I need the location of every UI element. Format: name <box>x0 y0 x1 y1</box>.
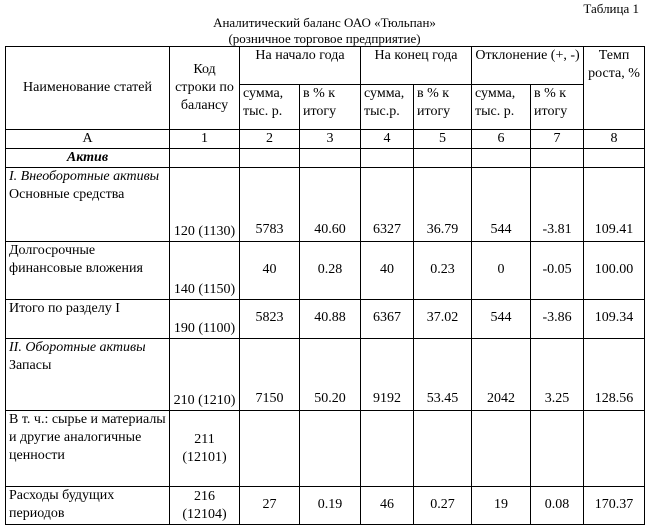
value-cell: 6327 <box>360 167 415 242</box>
row-name: В т. ч.: сырье и материалы и другие анал… <box>5 410 170 487</box>
header-name: Наименование статей <box>5 46 170 130</box>
value-cell: 544 <box>471 167 532 242</box>
header-row-2: сумма, тыс. р. в % к итогу сумма, тыс.р.… <box>6 84 645 130</box>
value-cell: 109.41 <box>583 167 646 242</box>
value-cell: 0.23 <box>413 241 473 300</box>
table-row: I. Внеоборотные активы Основные средства… <box>5 167 646 242</box>
value-cell <box>298 410 362 487</box>
value-cell: 46 <box>360 486 415 525</box>
value-cell: 40.60 <box>298 167 362 242</box>
section-heading: II. Оборотные активы <box>9 340 146 355</box>
column-index: 3 <box>298 129 362 149</box>
column-index: 8 <box>583 129 646 149</box>
value-cell: 128.56 <box>583 338 646 411</box>
row-code: 190 (1100) <box>169 299 240 339</box>
value-cell: 40 <box>239 241 300 300</box>
row-code: 120 (1130) <box>169 167 240 242</box>
value-cell: 100.00 <box>583 241 646 300</box>
value-cell: -3.81 <box>530 167 585 242</box>
value-cell: 19 <box>471 486 532 525</box>
value-cell: -0.05 <box>530 241 585 300</box>
table-row: Расходы будущих периодов 216 (12104) 27 … <box>5 486 646 525</box>
value-cell <box>583 410 646 487</box>
column-index: 2 <box>239 129 300 149</box>
value-cell: 27 <box>239 486 300 525</box>
value-cell: 40 <box>360 241 415 300</box>
value-cell: 0.19 <box>298 486 362 525</box>
header-growth: Темп роста, % <box>583 46 646 130</box>
row-name: Основные средства <box>9 187 125 202</box>
value-cell: 36.79 <box>413 167 473 242</box>
row-name: Запасы <box>9 358 52 373</box>
value-cell: -3.86 <box>530 299 585 339</box>
value-cell <box>413 410 473 487</box>
row-name-cell: II. Оборотные активы Запасы <box>5 338 170 411</box>
value-cell: 7150 <box>239 338 300 411</box>
row-name: Долгосрочные финансовые вложения <box>5 241 170 300</box>
row-name-cell: I. Внеоборотные активы Основные средства <box>5 167 170 242</box>
row-code: 211 (12101) <box>169 410 240 487</box>
table-row: Итого по разделу I 190 (1100) 5823 40.88… <box>5 299 646 339</box>
row-name: Итого по разделу I <box>5 299 170 339</box>
value-cell: 109.34 <box>583 299 646 339</box>
header-pct-start: в % к итогу <box>298 84 362 130</box>
value-cell: 50.20 <box>298 338 362 411</box>
column-index: 1 <box>169 129 240 149</box>
column-index: 6 <box>471 129 532 149</box>
column-index-row: А 1 2 3 4 5 6 7 8 <box>5 129 646 149</box>
section-title-asset: Актив <box>5 148 170 168</box>
value-cell <box>360 410 415 487</box>
column-index: 7 <box>530 129 585 149</box>
header-row-1: Наименование статей Код строки по баланс… <box>5 46 646 130</box>
value-cell: 544 <box>471 299 532 339</box>
row-name: Расходы будущих периодов <box>5 486 170 525</box>
value-cell <box>471 410 532 487</box>
header-sum-start: сумма, тыс. р. <box>239 84 300 130</box>
value-cell: 37.02 <box>413 299 473 339</box>
header-deviation: Отклонение (+, -) <box>471 46 585 85</box>
table-row: В т. ч.: сырье и материалы и другие анал… <box>5 410 646 487</box>
table-row: Долгосрочные финансовые вложения 140 (11… <box>5 241 646 300</box>
value-cell: 5823 <box>239 299 300 339</box>
column-index: 4 <box>360 129 415 149</box>
value-cell <box>239 410 300 487</box>
table-subtitle: (розничное торговое предприятие) <box>228 31 421 46</box>
row-code: 140 (1150) <box>169 241 240 300</box>
value-cell: 2042 <box>471 338 532 411</box>
balance-table: Наименование статей Код строки по баланс… <box>5 46 646 525</box>
column-index: 5 <box>413 129 473 149</box>
value-cell: 5783 <box>239 167 300 242</box>
value-cell: 170.37 <box>583 486 646 525</box>
value-cell: 0.28 <box>298 241 362 300</box>
header-pct-deviation: в % к итогу <box>530 84 585 130</box>
value-cell: 53.45 <box>413 338 473 411</box>
row-code: 210 (1210) <box>169 338 240 411</box>
value-cell: 3.25 <box>530 338 585 411</box>
table-title: Аналитический баланс ОАО «Тюльпан» <box>213 15 436 30</box>
section-heading: I. Внеоборотные активы <box>9 169 160 184</box>
value-cell: 0.08 <box>530 486 585 525</box>
value-cell: 0.27 <box>413 486 473 525</box>
value-cell: 9192 <box>360 338 415 411</box>
header-sum-deviation: сумма, тыс. р. <box>471 84 532 130</box>
column-index: А <box>5 129 170 149</box>
header-pct-end: в % к итогу <box>413 84 473 130</box>
header-code: Код строки по балансу <box>169 46 240 130</box>
section-row: Актив <box>5 148 646 168</box>
value-cell: 6367 <box>360 299 415 339</box>
value-cell <box>530 410 585 487</box>
table-number-label: Таблица 1 <box>583 1 639 16</box>
row-code: 216 (12104) <box>169 486 240 525</box>
value-cell: 40.88 <box>298 299 362 339</box>
header-end-year: На конец года <box>360 46 473 85</box>
table-row: II. Оборотные активы Запасы 210 (1210) 7… <box>5 338 646 411</box>
value-cell: 0 <box>471 241 532 300</box>
header-sum-end: сумма, тыс.р. <box>360 84 415 130</box>
header-start-year: На начало года <box>238 46 362 85</box>
